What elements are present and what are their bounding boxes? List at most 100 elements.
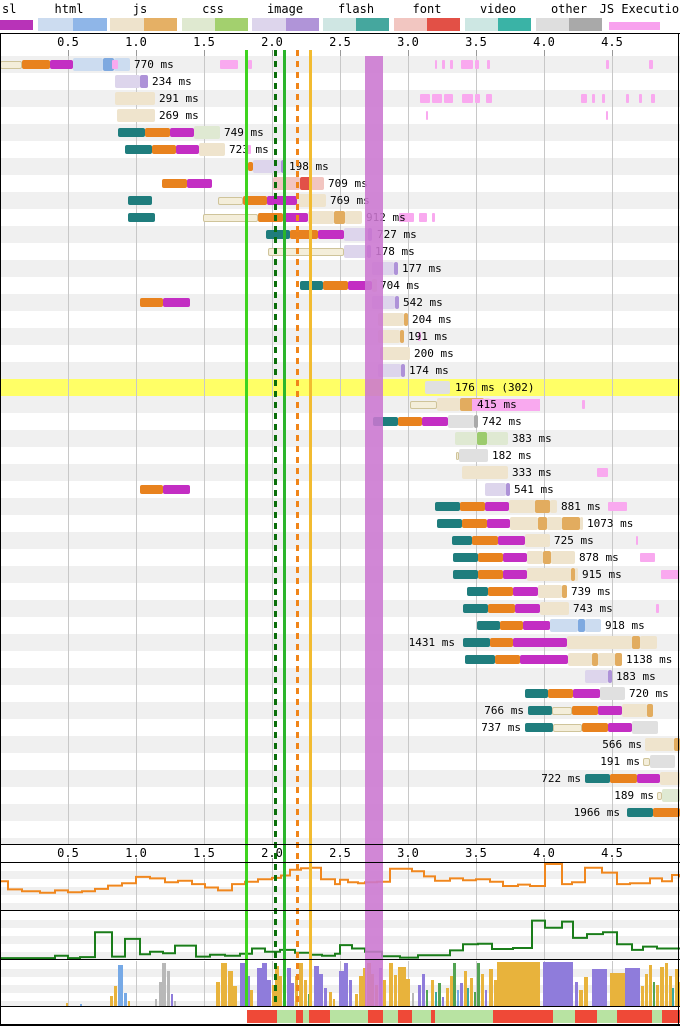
request-row[interactable]: 191 ms — [0, 328, 680, 345]
request-row[interactable]: 725 ms — [0, 532, 680, 549]
request-row[interactable]: 722 ms — [0, 770, 680, 787]
request-time-label: 749 ms — [224, 126, 264, 139]
request-row[interactable]: 1138 ms — [0, 651, 680, 668]
request-row[interactable]: 176 ms (302) — [0, 379, 680, 396]
request-row[interactable]: 727 ms — [0, 226, 680, 243]
request-segment-html — [114, 58, 130, 71]
request-segment-js — [378, 330, 400, 343]
main-thread-spike-gold — [114, 986, 117, 1007]
request-row[interactable]: 881 ms — [0, 498, 680, 515]
request-row[interactable]: 742 ms — [0, 413, 680, 430]
request-row[interactable]: 541 ms — [0, 481, 680, 498]
grid-line — [612, 863, 613, 911]
request-row[interactable]: 182 ms — [0, 447, 680, 464]
interactive-red-segment — [575, 1010, 597, 1023]
js-execution-mark — [608, 502, 627, 511]
request-segment-htmlD — [578, 619, 585, 632]
request-row[interactable]: 566 ms — [0, 736, 680, 753]
main-thread-spike-gold — [431, 980, 434, 1007]
request-row[interactable]: 177 ms — [0, 260, 680, 277]
request-segment-ssl — [163, 485, 190, 494]
request-row[interactable]: 198 ms — [0, 158, 680, 175]
request-row[interactable]: 704 ms — [0, 277, 680, 294]
legend-swatch-js-execution — [609, 22, 660, 30]
axis-tick-mark — [544, 858, 545, 864]
request-segment-imgD — [608, 670, 612, 683]
request-time-label: 177 ms — [402, 262, 442, 275]
request-time-label: 415 ms — [477, 398, 517, 411]
request-segment-ssl — [515, 604, 540, 613]
request-segment-js — [297, 194, 326, 207]
request-segment-conn — [653, 808, 680, 817]
js-execution-mark — [420, 94, 430, 103]
request-time-label: 722 ms — [541, 772, 581, 785]
request-row[interactable]: 918 ms — [0, 617, 680, 634]
request-row[interactable]: 415 ms — [0, 396, 680, 413]
request-segment-ssl — [50, 60, 73, 69]
request-row[interactable]: 878 ms — [0, 549, 680, 566]
request-row[interactable]: 189 ms — [0, 787, 680, 804]
main-thread-spike-gold — [375, 984, 378, 1007]
grid-line — [204, 56, 205, 845]
request-row[interactable]: 178 ms — [0, 243, 680, 260]
request-row[interactable]: 737 ms — [0, 719, 680, 736]
js-execution-mark — [639, 94, 642, 103]
request-segment-dns — [435, 502, 460, 511]
axis-tick-mark — [612, 858, 613, 864]
request-row[interactable]: 204 ms — [0, 311, 680, 328]
request-time-label: 743 ms — [573, 602, 613, 615]
request-row[interactable]: 183 ms — [0, 668, 680, 685]
request-row[interactable]: 542 ms — [0, 294, 680, 311]
request-segment-conn — [323, 281, 348, 290]
request-row[interactable]: 770 ms — [0, 56, 680, 73]
request-row[interactable]: 915 ms — [0, 566, 680, 583]
request-row[interactable]: 743 ms — [0, 600, 680, 617]
axis-tick-label: 4.0 — [533, 846, 555, 860]
main-thread-spike-gold — [329, 992, 332, 1007]
request-row[interactable]: 269 ms — [0, 107, 680, 124]
request-time-label: 723 ms — [229, 143, 269, 156]
request-segment-jsD — [562, 585, 567, 598]
request-row[interactable]: 191 ms — [0, 753, 680, 770]
main-thread-activity-chart — [0, 961, 680, 1007]
request-time-label: 182 ms — [492, 449, 532, 462]
request-row[interactable]: 769 ms — [0, 192, 680, 209]
axis-tick-label: 2.0 — [261, 35, 283, 49]
main-thread-spike-green — [438, 983, 441, 1007]
request-row[interactable]: 739 ms — [0, 583, 680, 600]
main-thread-spike-gold — [470, 978, 473, 1007]
request-row[interactable]: 383 ms — [0, 430, 680, 447]
legend-swatch-css — [182, 18, 248, 31]
request-segment-ssl — [170, 128, 194, 137]
request-row[interactable]: 1431 ms — [0, 634, 680, 651]
request-row[interactable]: 200 ms — [0, 345, 680, 362]
request-row[interactable]: 333 ms — [0, 464, 680, 481]
request-segment-wait — [410, 401, 437, 409]
main-thread-spike-teal — [283, 989, 286, 1007]
request-row[interactable]: 1966 ms — [0, 804, 680, 821]
grid-line — [68, 912, 69, 960]
request-row[interactable]: 720 ms — [0, 685, 680, 702]
request-row[interactable]: 174 ms — [0, 362, 680, 379]
grid-line — [476, 961, 477, 1007]
request-row[interactable]: 709 ms — [0, 175, 680, 192]
grid-line — [272, 961, 273, 1007]
request-row[interactable]: 912 ms — [0, 209, 680, 226]
request-segment-conn — [478, 570, 503, 579]
request-row[interactable]: 291 ms — [0, 90, 680, 107]
bandwidth-chart — [0, 912, 680, 960]
main-thread-spike-gold — [464, 971, 467, 1007]
legend-swatch-js — [110, 18, 177, 31]
interactive-red-segment — [309, 1010, 330, 1023]
cpu-box-line — [0, 863, 680, 894]
request-segment-conn — [462, 519, 487, 528]
request-segment-html — [585, 619, 601, 632]
request-row[interactable]: 1073 ms — [0, 515, 680, 532]
request-row[interactable]: 234 ms — [0, 73, 680, 90]
request-row[interactable]: 723 ms — [0, 141, 680, 158]
request-time-label: 291 ms — [159, 92, 199, 105]
request-row[interactable]: 749 ms — [0, 124, 680, 141]
request-row[interactable]: 766 ms — [0, 702, 680, 719]
request-segment-dns — [128, 196, 152, 205]
grid-line — [136, 863, 137, 911]
